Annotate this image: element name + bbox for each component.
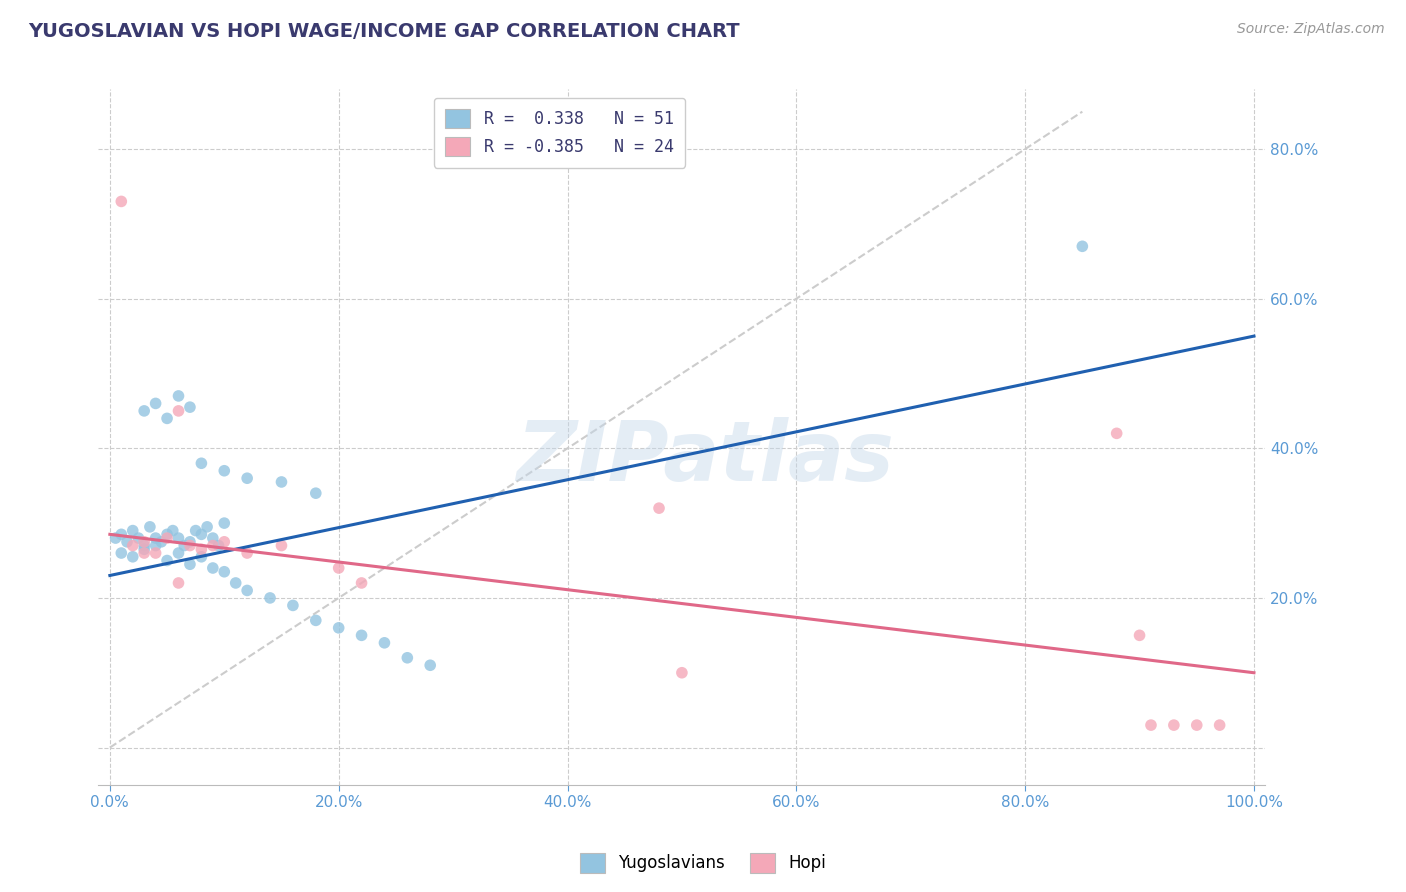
- Point: [110, 527, 132, 541]
- Point: [121, 524, 143, 538]
- Point: [156, 411, 179, 425]
- Point: [225, 576, 247, 591]
- Point: [134, 542, 156, 557]
- Point: [104, 531, 127, 545]
- Point: [396, 650, 419, 665]
- Text: YUGOSLAVIAN VS HOPI WAGE/INCOME GAP CORRELATION CHART: YUGOSLAVIAN VS HOPI WAGE/INCOME GAP CORR…: [28, 22, 740, 41]
- Point: [214, 464, 236, 478]
- Point: [419, 658, 441, 673]
- Point: [259, 591, 281, 605]
- Point: [179, 534, 201, 549]
- Point: [201, 561, 224, 575]
- Point: [190, 527, 212, 541]
- Point: [139, 520, 162, 534]
- Point: [1105, 426, 1128, 441]
- Point: [1163, 718, 1185, 732]
- Point: [179, 400, 201, 414]
- Point: [1208, 718, 1230, 732]
- Point: [134, 534, 156, 549]
- Point: [1128, 628, 1150, 642]
- Point: [270, 475, 292, 489]
- Point: [179, 539, 201, 553]
- Point: [1185, 718, 1208, 732]
- Point: [150, 534, 173, 549]
- Point: [214, 534, 236, 549]
- Point: [305, 486, 328, 500]
- Point: [156, 553, 179, 567]
- Point: [110, 194, 132, 209]
- Legend: Yugoslavians, Hopi: Yugoslavians, Hopi: [574, 847, 832, 880]
- Point: [167, 576, 190, 591]
- Point: [236, 583, 259, 598]
- Point: [214, 565, 236, 579]
- Point: [145, 531, 167, 545]
- Point: [195, 520, 218, 534]
- Point: [190, 456, 212, 470]
- Point: [179, 558, 201, 572]
- Point: [145, 546, 167, 560]
- Point: [121, 549, 143, 564]
- Point: [281, 599, 304, 613]
- Point: [167, 389, 190, 403]
- Point: [127, 531, 149, 545]
- Point: [162, 524, 184, 538]
- Point: [236, 471, 259, 485]
- Point: [134, 539, 156, 553]
- Point: [1140, 718, 1163, 732]
- Point: [201, 531, 224, 545]
- Point: [145, 396, 167, 410]
- Point: [350, 628, 373, 642]
- Point: [648, 501, 671, 516]
- Point: [121, 539, 143, 553]
- Point: [156, 531, 179, 545]
- Point: [671, 665, 693, 680]
- Point: [1071, 239, 1094, 253]
- Text: ZIPatlas: ZIPatlas: [516, 417, 894, 499]
- Point: [134, 404, 156, 418]
- Point: [167, 531, 190, 545]
- Point: [167, 404, 190, 418]
- Point: [134, 546, 156, 560]
- Point: [156, 527, 179, 541]
- Point: [184, 524, 207, 538]
- Point: [145, 539, 167, 553]
- Point: [190, 542, 212, 557]
- Point: [201, 539, 224, 553]
- Point: [373, 636, 395, 650]
- Point: [190, 549, 212, 564]
- Legend: R =  0.338   N = 51, R = -0.385   N = 24: R = 0.338 N = 51, R = -0.385 N = 24: [433, 97, 685, 168]
- Point: [173, 539, 195, 553]
- Point: [305, 613, 328, 627]
- Point: [328, 561, 350, 575]
- Point: [270, 539, 292, 553]
- Point: [214, 516, 236, 530]
- Text: Source: ZipAtlas.com: Source: ZipAtlas.com: [1237, 22, 1385, 37]
- Point: [328, 621, 350, 635]
- Point: [110, 546, 132, 560]
- Point: [115, 534, 138, 549]
- Point: [350, 576, 373, 591]
- Point: [207, 539, 229, 553]
- Point: [167, 546, 190, 560]
- Point: [236, 546, 259, 560]
